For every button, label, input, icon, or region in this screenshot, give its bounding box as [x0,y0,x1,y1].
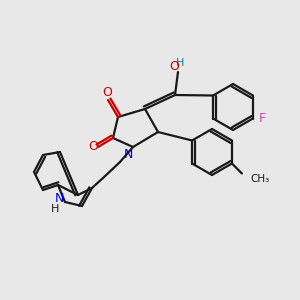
Text: O: O [102,86,112,100]
Text: N: N [54,193,64,206]
Text: N: N [123,148,133,160]
Text: O: O [88,140,98,152]
Text: H: H [51,204,59,214]
Text: H: H [176,58,184,68]
Text: F: F [258,112,266,125]
Text: O: O [169,59,179,73]
Text: CH₃: CH₃ [250,173,269,184]
